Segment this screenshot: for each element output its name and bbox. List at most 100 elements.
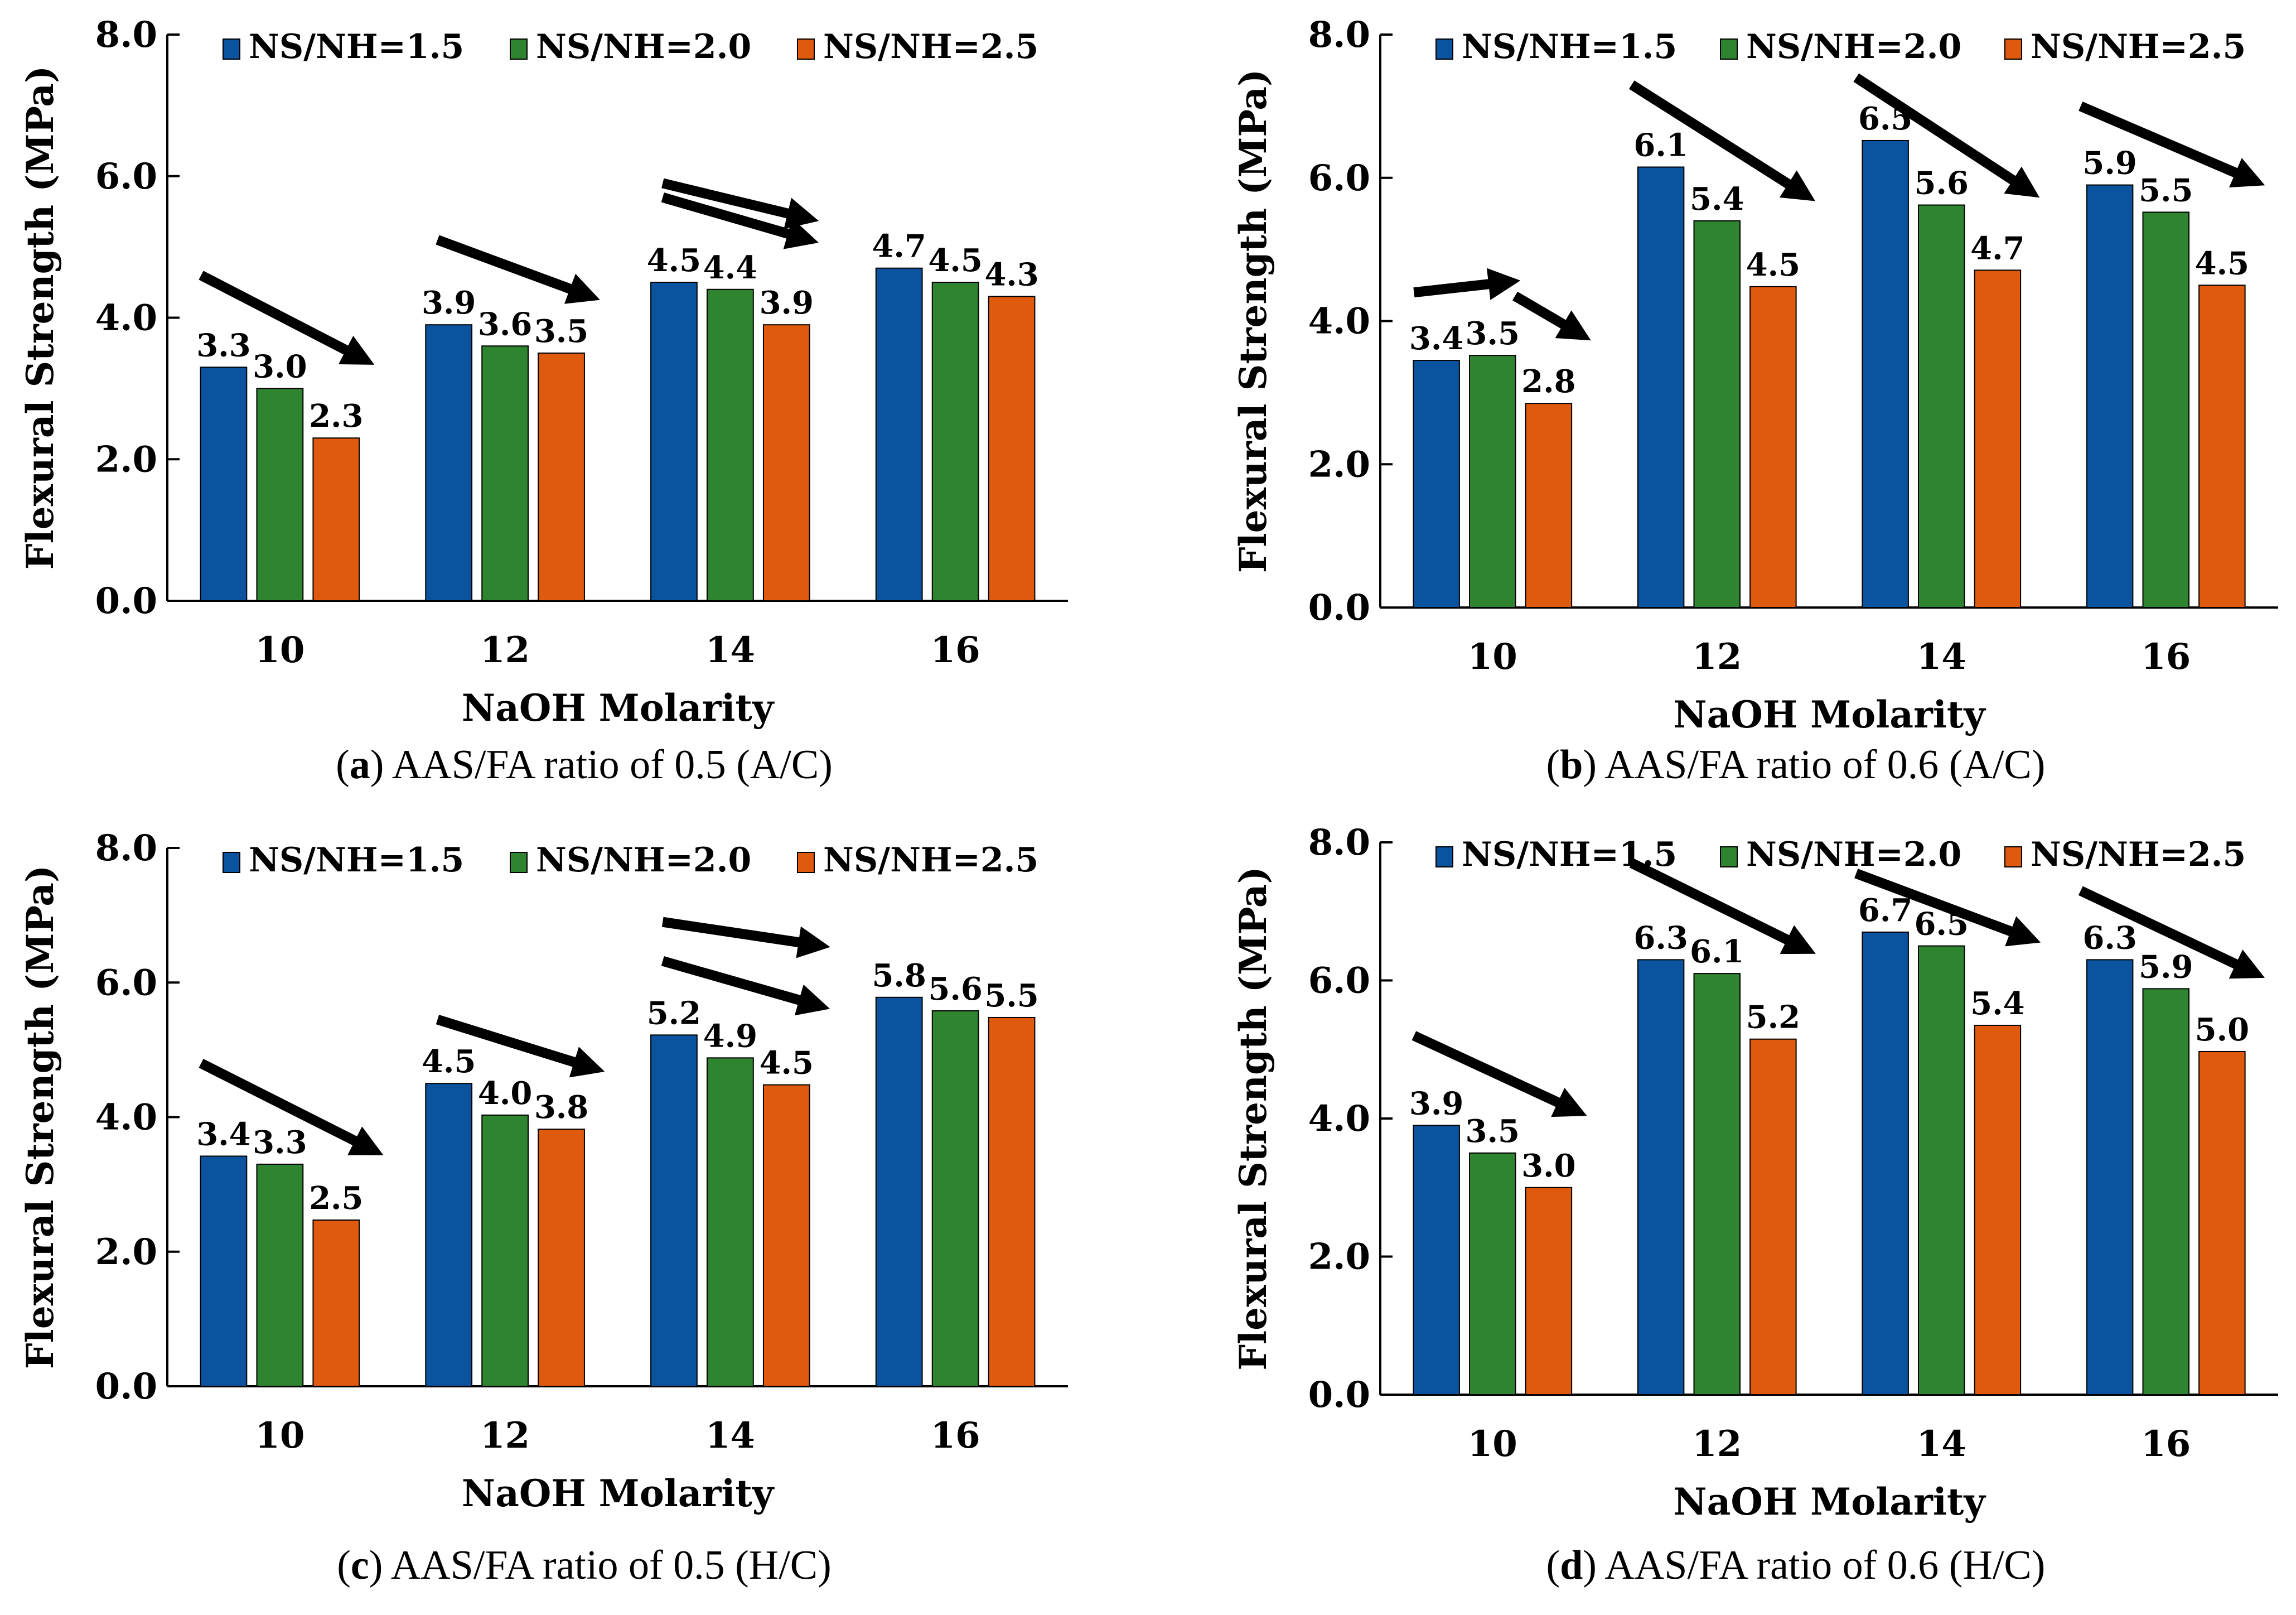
data-label: 5.6: [1915, 165, 1969, 202]
x-tick-label: 10: [255, 1415, 304, 1457]
bar: [200, 367, 248, 601]
chart-panel-d: 0.02.04.06.08.03.96.36.76.33.56.16.55.93…: [1231, 822, 2278, 1588]
bar: [706, 288, 754, 601]
x-tick-label: 14: [1917, 1423, 1966, 1465]
data-label: 5.2: [647, 995, 701, 1031]
y-tick-label: 0.0: [95, 580, 157, 622]
y-tick-label: 4.0: [95, 297, 157, 339]
panel-caption: (d) AAS/FA ratio of 0.6 (H/C): [1546, 1542, 2046, 1588]
data-label: 3.8: [534, 1089, 588, 1126]
bar: [200, 1155, 248, 1387]
data-label: 4.4: [703, 249, 757, 286]
trend-arrow: [661, 956, 830, 1016]
legend-swatch: [1720, 38, 1738, 60]
data-label: 3.6: [478, 306, 532, 343]
y-axis-title: Flexural Strength (MPa): [18, 66, 62, 570]
x-tick-label: 14: [1917, 636, 1966, 678]
bar: [2142, 211, 2190, 608]
data-label: 3.9: [1409, 1085, 1463, 1122]
y-tick-label: 8.0: [1308, 822, 1370, 864]
bar: [1862, 139, 1909, 608]
bar: [425, 324, 473, 601]
bar: [256, 388, 304, 601]
bar: [256, 1163, 304, 1387]
data-label: 4.9: [703, 1018, 757, 1054]
legend-entry: NS/NH=1.5: [249, 841, 464, 880]
legend-swatch: [797, 38, 815, 60]
legend-swatch: [1435, 38, 1453, 60]
data-label: 6.1: [1633, 127, 1688, 163]
panel-caption: (c) AAS/FA ratio of 0.5 (H/C): [337, 1542, 832, 1588]
bar: [1525, 1187, 1573, 1395]
legend-swatch: [1435, 846, 1453, 867]
bar: [762, 324, 810, 601]
legend-swatch: [223, 852, 240, 873]
y-tick-label: 4.0: [1308, 301, 1370, 343]
y-tick-label: 4.0: [1308, 1098, 1370, 1140]
legend-entry: NS/NH=2.0: [1746, 835, 1961, 874]
y-tick-label: 6.0: [1308, 157, 1370, 199]
bar: [762, 1084, 810, 1387]
legend-entry: NS/NH=2.5: [2031, 835, 2246, 874]
trend-arrow: [2079, 102, 2265, 188]
bar: [1525, 403, 1573, 608]
legend-entry: NS/NH=1.5: [249, 27, 464, 66]
bar: [538, 352, 585, 601]
bar: [481, 345, 529, 601]
trend-arrow: [1628, 80, 1815, 201]
legend-entry: NS/NH=2.5: [2031, 27, 2246, 66]
bar: [1917, 945, 1965, 1395]
y-tick-label: 6.0: [1308, 960, 1370, 1002]
data-label: 2.5: [309, 1180, 363, 1217]
bar: [481, 1114, 529, 1387]
legend-entry: NS/NH=1.5: [1462, 27, 1677, 66]
bar: [1693, 973, 1741, 1395]
x-tick-label: 10: [1468, 636, 1517, 678]
legend-swatch: [1720, 846, 1738, 867]
bar: [2086, 184, 2134, 608]
y-axis-title: Flexural Strength (MPa): [1231, 866, 1275, 1370]
trend-arrow: [1854, 869, 2041, 947]
trend-arrow: [1512, 291, 1591, 341]
legend-swatch: [797, 852, 815, 873]
data-label: 6.3: [1633, 919, 1688, 956]
bar: [1468, 1152, 1516, 1395]
trend-arrow: [1413, 268, 1521, 300]
data-label: 4.3: [984, 256, 1038, 293]
bar: [1917, 204, 1965, 609]
y-tick-label: 6.0: [95, 962, 157, 1004]
data-label: 4.7: [872, 228, 926, 265]
legend-swatch: [2004, 846, 2022, 867]
x-tick-label: 12: [1692, 636, 1742, 678]
legend-entry: NS/NH=2.0: [536, 27, 751, 66]
x-tick-label: 12: [480, 629, 530, 671]
trend-arrow: [1412, 1031, 1587, 1117]
data-label: 5.9: [2139, 948, 2193, 985]
trend-arrow: [436, 235, 600, 304]
data-label: 4.5: [2195, 245, 2249, 282]
data-label: 5.6: [928, 971, 982, 1007]
bar: [1974, 1024, 2022, 1395]
data-label: 4.5: [647, 242, 701, 279]
data-label: 5.9: [2082, 145, 2137, 182]
data-label: 3.0: [253, 348, 307, 385]
y-tick-label: 4.0: [95, 1097, 157, 1139]
legend-entry: NS/NH=2.5: [823, 841, 1038, 880]
bar: [1637, 166, 1685, 608]
x-axis-title: NaOH Molarity: [1673, 1480, 1986, 1524]
y-tick-label: 8.0: [95, 14, 157, 56]
data-label: 5.4: [1690, 181, 1744, 218]
data-label: 5.5: [2139, 172, 2193, 209]
bar: [1637, 959, 1685, 1395]
data-label: 3.4: [196, 1116, 250, 1153]
data-label: 3.5: [1466, 1113, 1520, 1150]
x-tick-label: 14: [705, 1415, 755, 1457]
bar: [875, 267, 923, 601]
data-label: 5.8: [872, 957, 926, 994]
bar: [931, 282, 979, 601]
trend-arrow: [199, 271, 375, 365]
x-tick-label: 16: [2141, 1423, 2191, 1465]
y-tick-label: 0.0: [95, 1366, 157, 1407]
legend-entry: NS/NH=2.0: [1746, 27, 1961, 66]
